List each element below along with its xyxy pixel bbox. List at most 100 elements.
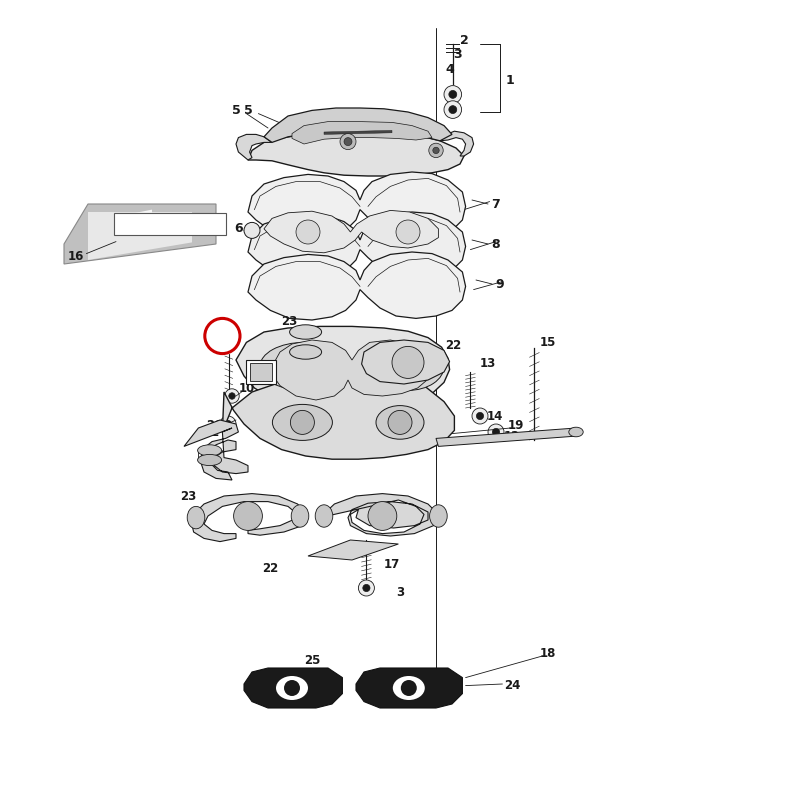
Text: 26: 26 <box>206 419 222 432</box>
Ellipse shape <box>276 676 308 700</box>
Text: 3: 3 <box>396 586 404 598</box>
Polygon shape <box>324 130 392 134</box>
Text: 5: 5 <box>244 104 252 117</box>
Text: 10: 10 <box>238 382 254 394</box>
Circle shape <box>290 410 314 434</box>
Circle shape <box>392 346 424 378</box>
Polygon shape <box>264 210 438 253</box>
Ellipse shape <box>430 505 447 527</box>
Text: 2: 2 <box>460 34 468 46</box>
Polygon shape <box>244 668 342 708</box>
Text: 22: 22 <box>446 339 462 352</box>
Text: 23: 23 <box>180 490 196 502</box>
Circle shape <box>433 147 439 154</box>
Circle shape <box>472 408 488 424</box>
Circle shape <box>225 389 239 403</box>
Polygon shape <box>272 340 430 400</box>
Circle shape <box>488 424 504 440</box>
Polygon shape <box>88 212 192 260</box>
Text: 6: 6 <box>234 222 242 235</box>
Text: 1: 1 <box>506 74 514 86</box>
Text: 9: 9 <box>496 278 504 290</box>
Text: gasket sets: gasket sets <box>122 219 182 229</box>
Circle shape <box>220 416 236 432</box>
Polygon shape <box>120 210 152 224</box>
Polygon shape <box>436 428 578 446</box>
Text: 24: 24 <box>504 679 520 692</box>
Circle shape <box>244 222 260 238</box>
Polygon shape <box>246 360 276 384</box>
Circle shape <box>449 106 457 114</box>
Text: 15: 15 <box>540 336 556 349</box>
Polygon shape <box>248 252 466 320</box>
Polygon shape <box>248 212 466 280</box>
Circle shape <box>429 143 443 158</box>
Circle shape <box>388 410 412 434</box>
Ellipse shape <box>315 505 333 527</box>
Circle shape <box>229 393 235 399</box>
Ellipse shape <box>372 342 444 390</box>
Circle shape <box>284 680 300 696</box>
Circle shape <box>368 502 397 530</box>
Ellipse shape <box>291 505 309 527</box>
Polygon shape <box>184 420 248 480</box>
Circle shape <box>344 138 352 146</box>
Circle shape <box>401 680 417 696</box>
Polygon shape <box>440 131 474 156</box>
Text: 22: 22 <box>262 562 278 574</box>
Ellipse shape <box>198 454 222 466</box>
Polygon shape <box>250 363 272 381</box>
Ellipse shape <box>393 676 425 700</box>
Text: 13: 13 <box>480 358 496 370</box>
Ellipse shape <box>290 345 322 359</box>
FancyBboxPatch shape <box>114 213 226 235</box>
Text: 17: 17 <box>384 558 400 570</box>
Ellipse shape <box>260 342 348 390</box>
Ellipse shape <box>187 506 205 529</box>
Text: 14: 14 <box>486 410 502 422</box>
Text: 25: 25 <box>304 654 320 666</box>
Ellipse shape <box>376 406 424 439</box>
Text: 11: 11 <box>214 330 231 342</box>
Text: 7: 7 <box>492 198 500 210</box>
Polygon shape <box>362 340 450 384</box>
Ellipse shape <box>569 427 583 437</box>
Circle shape <box>444 86 462 103</box>
Ellipse shape <box>290 325 322 339</box>
Text: 3: 3 <box>454 48 462 61</box>
Text: 19: 19 <box>508 419 524 432</box>
Circle shape <box>449 90 457 98</box>
Circle shape <box>234 502 262 530</box>
Text: 18: 18 <box>540 647 556 660</box>
Text: 8: 8 <box>492 238 500 250</box>
Text: 4: 4 <box>446 63 454 76</box>
Polygon shape <box>64 204 216 264</box>
Ellipse shape <box>198 445 222 456</box>
Circle shape <box>363 584 370 592</box>
Circle shape <box>396 220 420 244</box>
Text: 5: 5 <box>232 104 240 117</box>
Text: 16: 16 <box>68 250 84 262</box>
Circle shape <box>444 101 462 118</box>
Circle shape <box>205 318 240 354</box>
Circle shape <box>358 580 374 596</box>
Circle shape <box>492 429 499 435</box>
Polygon shape <box>236 326 450 411</box>
Polygon shape <box>308 540 398 560</box>
Circle shape <box>296 220 320 244</box>
Polygon shape <box>236 134 272 160</box>
Polygon shape <box>248 131 464 176</box>
Text: 23: 23 <box>282 315 298 328</box>
Polygon shape <box>248 172 466 240</box>
Polygon shape <box>356 668 462 708</box>
Polygon shape <box>264 108 452 142</box>
Circle shape <box>224 421 232 427</box>
Polygon shape <box>320 494 440 536</box>
Circle shape <box>340 134 356 150</box>
Polygon shape <box>292 122 432 144</box>
Polygon shape <box>190 494 308 542</box>
Ellipse shape <box>272 405 333 440</box>
Circle shape <box>477 413 483 419</box>
Polygon shape <box>222 376 454 459</box>
Text: 12: 12 <box>504 430 520 442</box>
